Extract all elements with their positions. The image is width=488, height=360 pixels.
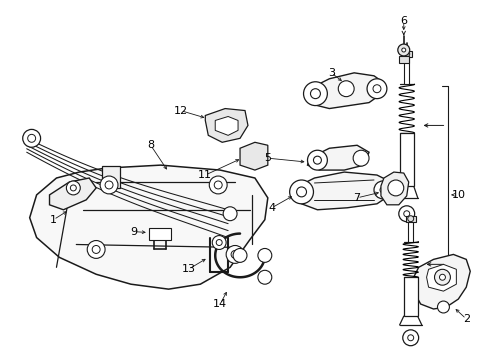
Text: 14: 14: [213, 299, 227, 309]
Circle shape: [397, 44, 409, 56]
Text: 2: 2: [462, 314, 469, 324]
Text: 11: 11: [198, 170, 212, 180]
Text: 4: 4: [268, 203, 275, 213]
Circle shape: [100, 176, 118, 194]
Bar: [404, 57, 408, 84]
Circle shape: [22, 129, 41, 147]
Circle shape: [366, 79, 386, 99]
Bar: [398, 56, 408, 63]
Circle shape: [403, 211, 409, 217]
Circle shape: [372, 85, 380, 93]
Polygon shape: [380, 172, 408, 205]
Circle shape: [310, 89, 320, 99]
Text: 6: 6: [400, 16, 407, 26]
Text: 5: 5: [264, 153, 271, 163]
Circle shape: [407, 216, 413, 222]
Circle shape: [434, 269, 449, 285]
Polygon shape: [292, 172, 390, 210]
Bar: [401, 51, 411, 57]
Polygon shape: [49, 178, 96, 210]
Polygon shape: [307, 145, 368, 170]
Text: 13: 13: [181, 264, 195, 274]
Text: 3: 3: [327, 68, 334, 78]
Circle shape: [233, 248, 246, 262]
Circle shape: [398, 206, 414, 222]
Circle shape: [303, 82, 326, 105]
Text: 1: 1: [50, 215, 57, 225]
Circle shape: [257, 270, 271, 284]
Polygon shape: [240, 142, 267, 170]
Polygon shape: [215, 117, 238, 135]
Bar: [405, 216, 415, 222]
Circle shape: [223, 207, 237, 221]
Text: 12: 12: [173, 105, 187, 116]
Bar: [403, 277, 417, 316]
Polygon shape: [426, 264, 455, 291]
Circle shape: [403, 51, 409, 57]
Circle shape: [439, 274, 445, 280]
Circle shape: [352, 150, 368, 166]
Circle shape: [225, 246, 244, 264]
Circle shape: [296, 187, 306, 197]
Bar: [148, 228, 170, 239]
Circle shape: [92, 246, 100, 253]
Bar: [407, 222, 412, 242]
Text: 7: 7: [353, 193, 360, 203]
Circle shape: [105, 181, 113, 189]
Circle shape: [338, 81, 353, 96]
Bar: [102, 166, 120, 188]
Circle shape: [313, 156, 321, 164]
Circle shape: [379, 187, 385, 193]
Circle shape: [66, 181, 80, 195]
Text: 10: 10: [450, 190, 465, 200]
Circle shape: [437, 301, 448, 313]
Circle shape: [214, 181, 222, 189]
Circle shape: [387, 180, 403, 196]
Circle shape: [289, 180, 313, 204]
Circle shape: [87, 240, 105, 258]
Circle shape: [209, 176, 226, 194]
Circle shape: [28, 134, 36, 142]
Circle shape: [212, 235, 225, 249]
Circle shape: [216, 239, 222, 246]
Bar: [399, 133, 413, 186]
Circle shape: [407, 335, 413, 341]
Text: 8: 8: [147, 140, 154, 150]
Circle shape: [257, 248, 271, 262]
Text: 9: 9: [130, 226, 137, 237]
Polygon shape: [30, 165, 267, 289]
Circle shape: [402, 330, 418, 346]
Circle shape: [401, 48, 405, 52]
Polygon shape: [307, 73, 383, 109]
Circle shape: [307, 150, 326, 170]
Circle shape: [70, 185, 76, 191]
Circle shape: [373, 181, 391, 199]
Circle shape: [231, 251, 239, 258]
Polygon shape: [205, 109, 247, 142]
Polygon shape: [413, 255, 469, 309]
